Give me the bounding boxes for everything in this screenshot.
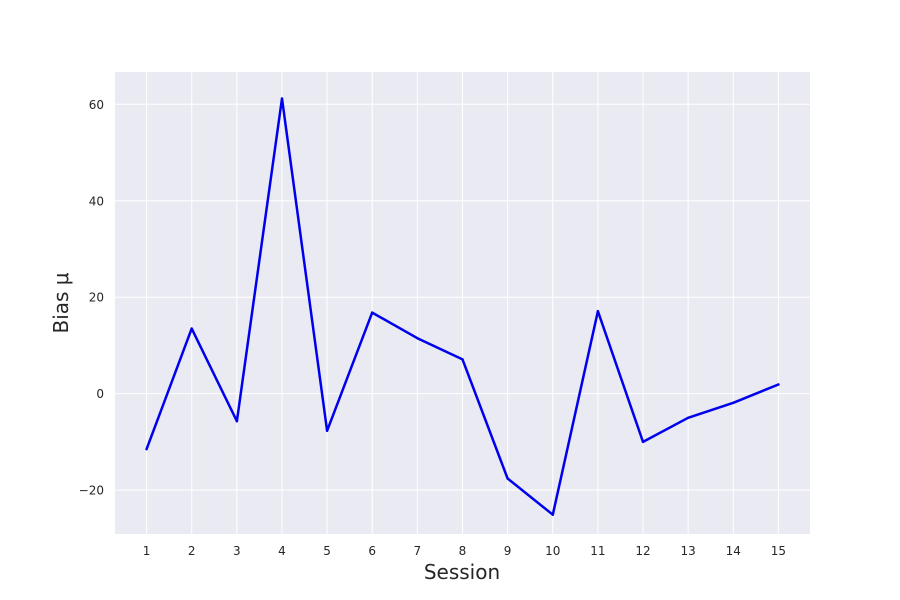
- x-tick-label: 5: [323, 544, 331, 558]
- x-tick-label: 14: [726, 544, 741, 558]
- y-tick-label: 60: [89, 98, 104, 112]
- data-point: [190, 327, 193, 330]
- x-axis-label: Session: [424, 560, 500, 584]
- x-tick-labels: 1 2 3 4 5 6 7 8 9 10 11 12 13 14 15: [143, 544, 786, 558]
- data-point: [461, 358, 464, 361]
- x-tick-label: 2: [188, 544, 196, 558]
- x-tick-label: 3: [233, 544, 241, 558]
- data-point: [732, 401, 735, 405]
- x-tick-label: 12: [635, 544, 650, 558]
- data-point: [325, 429, 329, 432]
- data-point: [641, 440, 645, 444]
- x-tick-label: 10: [545, 544, 560, 558]
- data-point: [686, 416, 690, 419]
- x-tick-label: 13: [681, 544, 696, 558]
- y-axis-label: Bias μ: [49, 272, 73, 333]
- data-point: [280, 97, 284, 100]
- x-tick-label: 15: [771, 544, 786, 558]
- y-tick-label: 40: [89, 194, 104, 208]
- y-tick-label: 20: [89, 291, 104, 305]
- series-layer: [145, 97, 780, 516]
- data-point: [145, 447, 148, 451]
- x-tick-label: 8: [459, 544, 467, 558]
- x-tick-label: 6: [368, 544, 376, 558]
- y-tick-labels: −20 0 20 40 60: [79, 98, 104, 498]
- data-point: [777, 383, 780, 386]
- y-tick-label: −20: [79, 484, 104, 498]
- data-point: [506, 477, 509, 480]
- data-point: [596, 309, 600, 313]
- x-tick-label: 7: [414, 544, 422, 558]
- y-tick-label: 0: [96, 387, 104, 401]
- x-tick-label: 9: [504, 544, 512, 558]
- x-tick-label: 1: [143, 544, 151, 558]
- data-point: [416, 337, 419, 340]
- grid-lines: [115, 72, 810, 534]
- data-point: [371, 311, 374, 314]
- x-tick-label: 4: [278, 544, 286, 558]
- data-point: [235, 419, 239, 423]
- x-tick-label: 11: [590, 544, 605, 558]
- data-point: [551, 513, 554, 516]
